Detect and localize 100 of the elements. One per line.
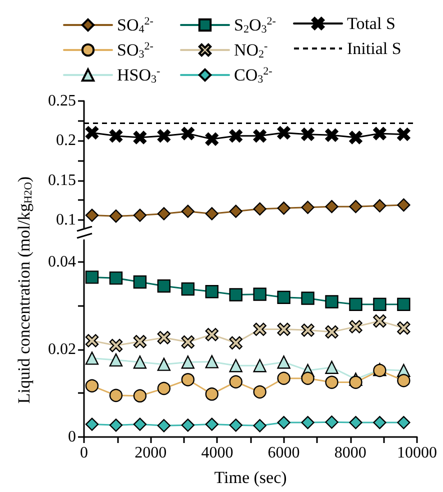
point: [205, 388, 218, 401]
point: [85, 418, 99, 431]
point: [349, 298, 362, 311]
point: [277, 356, 290, 369]
point: [229, 375, 242, 388]
point: [181, 126, 194, 140]
point: [301, 200, 314, 214]
point: [277, 290, 290, 304]
point: [301, 324, 314, 337]
y-axis-title: Liquid concentration (mol/kgH2O): [14, 176, 34, 404]
point: [349, 376, 362, 389]
point: [397, 321, 410, 335]
point: [133, 389, 147, 402]
x-tick-label: 6000: [268, 444, 300, 462]
point: [229, 336, 242, 350]
point: [85, 208, 99, 222]
point: [301, 416, 314, 430]
x-tick-label: 8000: [334, 444, 366, 462]
point: [85, 126, 99, 140]
point: [397, 374, 410, 388]
point: [157, 207, 171, 220]
y-tick-label: 0.2: [56, 132, 76, 150]
point: [133, 334, 147, 348]
point: [109, 271, 123, 285]
point: [109, 129, 123, 143]
point: [373, 199, 386, 212]
point: [325, 200, 338, 214]
point: [229, 129, 242, 143]
legend-label: Initial S: [347, 39, 402, 58]
x-axis-title: Time (sec): [214, 468, 287, 487]
point: [253, 359, 266, 372]
point: [229, 204, 242, 218]
point: [205, 355, 218, 368]
point: [373, 126, 386, 140]
x-tick-label: 10000: [397, 444, 437, 462]
point: [85, 334, 99, 348]
point: [301, 128, 314, 141]
point: [397, 198, 410, 212]
point: [181, 373, 194, 386]
point: [109, 388, 123, 402]
point: [205, 418, 218, 431]
point: [325, 360, 338, 374]
point: [277, 322, 290, 336]
point: [181, 418, 194, 432]
y-tick-label: 0.1: [56, 212, 76, 229]
y-tick-label: 0.15: [48, 172, 76, 189]
point: [85, 379, 99, 392]
point: [277, 126, 290, 140]
point: [349, 200, 362, 214]
point: [109, 338, 123, 352]
y-tick-label: 0.25: [48, 92, 76, 110]
point: [253, 129, 266, 143]
point: [205, 328, 218, 342]
point: [229, 359, 242, 372]
point: [397, 128, 410, 141]
point: [253, 419, 266, 432]
point: [277, 202, 290, 215]
point: [229, 418, 242, 432]
point: [133, 418, 147, 431]
point: [349, 130, 362, 144]
point: [325, 128, 338, 142]
point: [205, 207, 218, 220]
point: [325, 295, 338, 308]
point: [205, 285, 218, 298]
point: [133, 208, 147, 222]
point: [325, 416, 338, 429]
point: [277, 372, 290, 385]
point: [253, 288, 266, 301]
point: [157, 129, 171, 143]
y-tick-label: 0.02: [48, 340, 76, 358]
point: [253, 202, 266, 216]
legend-label: Total S: [347, 14, 396, 33]
y-tick-label: 0: [68, 428, 76, 446]
point: [277, 416, 290, 430]
point: [157, 358, 171, 371]
point: [133, 275, 147, 289]
point: [133, 130, 147, 144]
point: [157, 382, 171, 396]
point: [373, 314, 386, 328]
point: [349, 416, 362, 430]
point: [373, 298, 386, 311]
point: [301, 292, 314, 305]
x-tick-label: 2000: [134, 444, 167, 462]
point: [157, 419, 171, 432]
point: [181, 204, 194, 218]
point: [301, 372, 314, 385]
point: [181, 356, 194, 369]
point: [85, 352, 99, 365]
point: [253, 322, 266, 336]
point: [397, 298, 410, 311]
point: [373, 416, 386, 430]
point: [325, 376, 338, 389]
y-tick-label: 0.04: [48, 253, 76, 270]
point: [181, 282, 194, 296]
x-tick-label: 0: [80, 444, 88, 462]
point: [253, 385, 266, 399]
point: [205, 132, 218, 146]
point: [181, 335, 194, 349]
point: [325, 325, 338, 339]
point: [109, 353, 123, 367]
